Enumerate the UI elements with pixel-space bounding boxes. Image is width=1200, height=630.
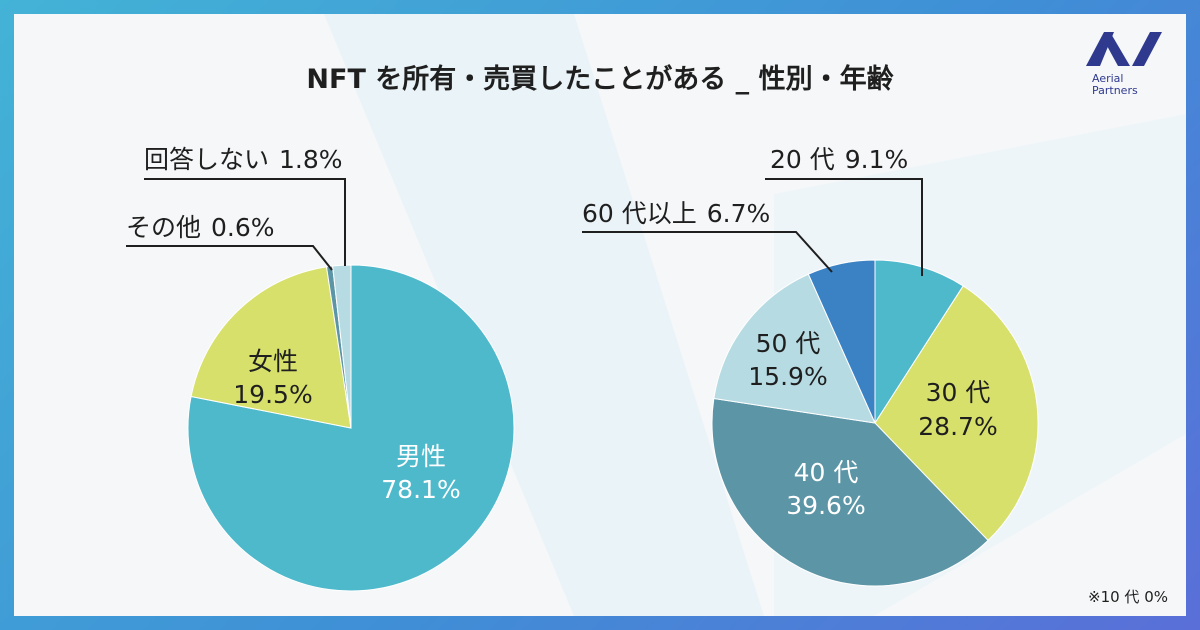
logo: Aerial Partners: [1086, 32, 1162, 97]
label-60s-name: 60 代以上: [582, 199, 697, 228]
label-no-answer-value: 1.8%: [279, 145, 343, 174]
logo-mark: [1132, 32, 1162, 66]
label-30s-name: 30 代: [926, 378, 991, 407]
label-50s-value: 15.9%: [748, 362, 827, 391]
logo-text-line1: Aerial: [1092, 72, 1123, 85]
label-female-value: 19.5%: [233, 380, 312, 409]
label-male-name: 男性: [396, 442, 446, 471]
label-male-value: 78.1%: [381, 475, 460, 504]
label-20s-value: 9.1%: [845, 145, 909, 174]
callout-line-60s: [582, 231, 833, 273]
callout-line-no-answer: [144, 178, 346, 266]
pie-slice-0-0: [187, 264, 515, 592]
logo-mark: [1106, 32, 1130, 66]
label-20s: 20 代 9.1%: [770, 145, 908, 174]
label-40s-name: 40 代: [794, 458, 859, 487]
label-no-answer: 回答しない 1.8%: [144, 145, 343, 174]
pie-slice-1-2: [711, 397, 989, 587]
callout-line-other: [126, 245, 333, 271]
pie-slice-1-0: [874, 259, 964, 425]
pie-slice-1-4: [807, 259, 876, 424]
background-beam: [324, 14, 764, 616]
label-no-answer-name: 回答しない: [144, 145, 269, 174]
pie-slice-0-3: [332, 264, 352, 429]
label-20s-name: 20 代: [770, 145, 835, 174]
pie-gender: [187, 264, 515, 592]
label-50s-name: 50 代: [756, 329, 821, 358]
chart-canvas: NFT を所有・売買したことがある _ 性別・年齢 Aerial Partner…: [126, 14, 1186, 616]
label-30s-value: 28.7%: [918, 412, 997, 441]
logo-text-line2: Partners: [1092, 84, 1138, 97]
footnote: ※10 代 0%: [1088, 588, 1168, 606]
label-60s: 60 代以上 6.7%: [582, 199, 770, 228]
pie-slice-1-1: [874, 285, 1039, 542]
label-60s-value: 6.7%: [707, 199, 771, 228]
logo-mark: [1086, 32, 1114, 66]
label-40s-value: 39.6%: [786, 491, 865, 520]
label-other-value: 0.6%: [211, 213, 275, 242]
callout-line-20s: [765, 178, 923, 276]
pie-age: [711, 259, 1039, 587]
page-title: NFT を所有・売買したことがある _ 性別・年齢: [306, 63, 893, 95]
label-other-name: その他: [126, 213, 201, 242]
infographic-card: NFT を所有・売買したことがある _ 性別・年齢 Aerial Partner…: [14, 14, 1186, 616]
label-female-name: 女性: [248, 347, 298, 376]
pie-slice-0-1: [190, 266, 352, 429]
pie-slice-1-3: [713, 273, 876, 424]
label-other: その他 0.6%: [126, 213, 275, 242]
